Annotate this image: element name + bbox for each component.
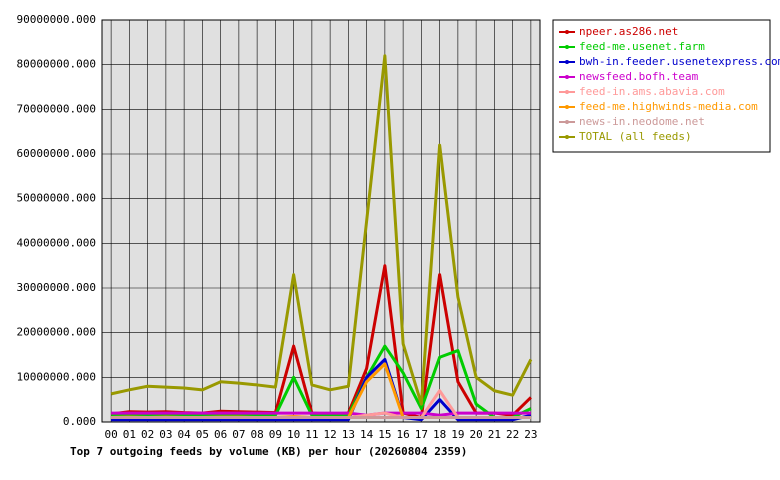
x-tick-label: 14 (360, 428, 374, 441)
y-tick-label: 90000000.000 (17, 13, 96, 26)
x-tick-label: 19 (451, 428, 464, 441)
chart-title: Top 7 outgoing feeds by volume (KB) per … (70, 445, 467, 458)
legend-marker (565, 75, 569, 79)
x-tick-label: 06 (214, 428, 227, 441)
y-tick-label: 30000000.000 (17, 281, 96, 294)
y-tick-label: 10000000.000 (17, 370, 96, 383)
series-line (111, 357, 532, 422)
legend-label: TOTAL (all feeds) (579, 130, 692, 143)
y-tick-label: 60000000.000 (17, 147, 96, 160)
series-line (110, 54, 533, 406)
legend-marker (565, 45, 569, 49)
x-tick-label: 18 (433, 428, 446, 441)
legend-label: feed-me.usenet.farm (579, 40, 705, 53)
x-tick-label: 17 (415, 428, 428, 441)
x-tick-label: 09 (269, 428, 282, 441)
x-tick-label: 20 (470, 428, 483, 441)
x-tick-label: 11 (305, 428, 318, 441)
x-tick-label: 10 (287, 428, 300, 441)
x-tick-label: 05 (196, 428, 209, 441)
x-tick-label: 15 (378, 428, 391, 441)
x-tick-label: 08 (251, 428, 264, 441)
legend-marker (565, 60, 569, 64)
legend-marker (565, 135, 569, 139)
x-tick-label: 04 (178, 428, 192, 441)
legend-label: feed-in.ams.abavia.com (579, 85, 725, 98)
x-tick-label: 12 (324, 428, 337, 441)
y-tick-label: 70000000.000 (17, 102, 96, 115)
series-line (111, 344, 532, 420)
legend-marker (565, 105, 569, 109)
legend-marker (565, 90, 569, 94)
legend-marker (565, 120, 569, 124)
y-tick-label: 0.000 (63, 415, 96, 428)
x-tick-label: 13 (342, 428, 355, 441)
series-line (111, 411, 531, 417)
y-tick-label: 80000000.000 (17, 58, 96, 71)
x-tick-label: 23 (524, 428, 537, 441)
x-tick-label: 21 (488, 428, 501, 441)
plot-area (101, 19, 541, 423)
y-tick-label: 50000000.000 (17, 192, 96, 205)
legend-label: newsfeed.bofh.team (579, 70, 699, 83)
x-tick-label: 01 (123, 428, 136, 441)
legend-marker (565, 30, 569, 34)
legend-box (552, 19, 771, 153)
x-tick-label: 22 (506, 428, 519, 441)
y-tick-label: 40000000.000 (17, 236, 96, 249)
legend-label: npeer.as286.net (579, 25, 678, 38)
x-tick-label: 16 (397, 428, 410, 441)
x-tick-label: 07 (232, 428, 245, 441)
y-tick-label: 20000000.000 (17, 326, 96, 339)
x-tick-label: 02 (141, 428, 154, 441)
legend-label: bwh-in.feeder.usenetexpress.com (579, 55, 780, 68)
x-tick-label: 03 (159, 428, 172, 441)
x-tick-label: 00 (105, 428, 118, 441)
legend-label: news-in.neodome.net (579, 115, 705, 128)
legend-label: feed-me.highwinds-media.com (579, 100, 758, 113)
